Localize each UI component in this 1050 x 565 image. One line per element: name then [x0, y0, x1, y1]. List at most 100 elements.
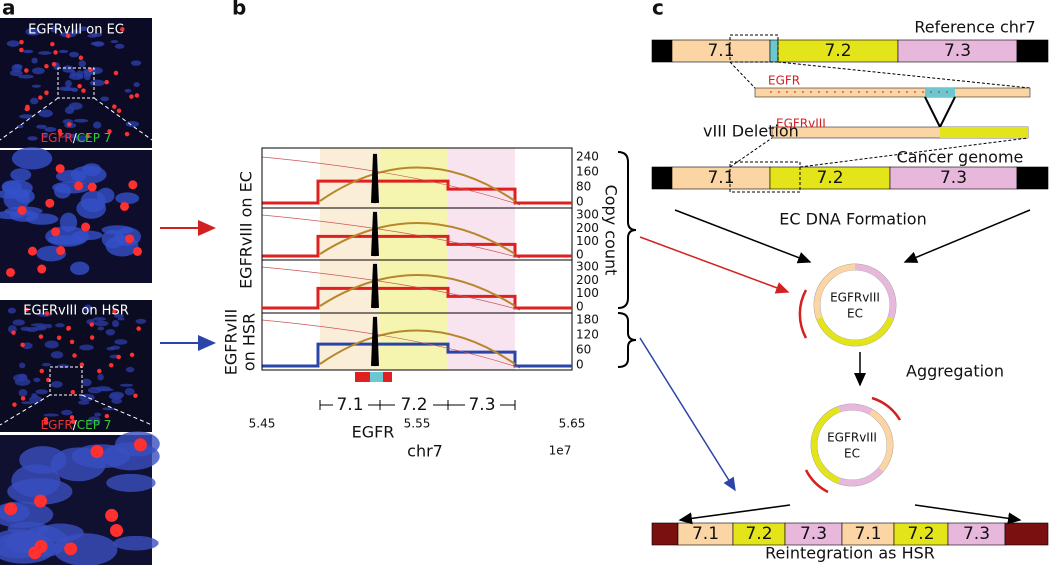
signal — [89, 322, 95, 327]
blob — [110, 40, 119, 44]
blob — [62, 65, 74, 73]
blob — [111, 319, 120, 328]
signal — [24, 68, 29, 73]
signal — [20, 342, 25, 348]
band-label: 7.3 — [940, 168, 967, 188]
blob — [76, 198, 107, 219]
caption: Reference chr7 — [914, 18, 1035, 37]
blob — [35, 389, 48, 395]
signal — [38, 334, 44, 339]
blob — [97, 326, 105, 331]
blob — [59, 212, 78, 232]
blob — [83, 304, 93, 313]
blob — [7, 307, 17, 314]
blob — [97, 388, 114, 392]
blob — [94, 412, 102, 417]
spike — [371, 316, 379, 367]
arc — [261, 266, 521, 311]
blob — [31, 84, 41, 88]
signal — [45, 198, 55, 208]
blob — [31, 67, 45, 75]
blob — [27, 136, 38, 141]
signal — [56, 335, 62, 341]
signal — [133, 393, 138, 398]
track-label: EGFRvIII on EC — [237, 171, 256, 289]
blob — [58, 49, 69, 54]
blob — [77, 400, 90, 405]
blob — [42, 132, 49, 138]
ec-label: EGFRvIII — [827, 431, 877, 445]
blob — [19, 362, 26, 369]
signal — [113, 70, 119, 76]
blob — [101, 229, 125, 249]
blob — [65, 80, 72, 88]
y-tick-label: 0 — [576, 300, 584, 314]
y-tick-label: 200 — [576, 273, 599, 287]
y-tick-label: 240 — [576, 150, 599, 164]
blob — [83, 72, 91, 81]
y-tick-label: 300 — [576, 208, 599, 222]
blob — [29, 395, 43, 404]
blob — [11, 147, 53, 170]
chromosome-bars: 7.1 7.2 7.3 7.1 7.2 7.3 7.1 7.2 7.3 7.1 7.2 7.3 — [651, 39, 1049, 546]
blob — [62, 87, 78, 91]
band-label: 7.3 — [944, 41, 971, 61]
y-tick-label: 300 — [576, 260, 599, 274]
signal — [104, 79, 109, 85]
signal — [85, 133, 90, 139]
blob — [124, 387, 135, 396]
band-label: 7.2 — [824, 41, 851, 61]
blob — [21, 401, 34, 405]
blob — [78, 60, 86, 68]
spike — [371, 263, 379, 309]
axis-label: chr7 — [407, 442, 443, 461]
signal — [116, 108, 122, 113]
ec-outline — [819, 269, 891, 341]
signal — [120, 201, 130, 211]
ec-segment — [854, 264, 896, 320]
signal — [5, 267, 15, 277]
blob — [90, 41, 104, 46]
signal — [72, 353, 77, 358]
blob — [70, 165, 107, 184]
signal — [105, 508, 119, 522]
signal — [44, 90, 49, 95]
signal — [25, 104, 30, 110]
signal — [104, 413, 110, 419]
signal — [88, 67, 93, 73]
caption: vIII Deletion — [703, 122, 799, 141]
y-tick-label: 0 — [576, 195, 584, 209]
signal — [43, 417, 49, 422]
band — [1016, 39, 1049, 63]
signal — [107, 129, 112, 134]
ec-label: EC — [847, 307, 863, 321]
y-tick-label: 80 — [576, 180, 591, 194]
signal — [108, 362, 114, 368]
signal — [87, 182, 97, 192]
blob — [50, 25, 57, 33]
blob — [10, 168, 32, 182]
y-tick-label: 60 — [576, 343, 591, 357]
blob — [33, 377, 41, 383]
blob — [125, 120, 140, 128]
signal — [57, 128, 63, 134]
signal — [125, 234, 135, 244]
caption: Cancer genome — [897, 148, 1024, 167]
signal — [67, 122, 72, 127]
blob — [18, 389, 28, 397]
blob — [105, 328, 116, 336]
blob — [106, 473, 156, 492]
ec-outline — [816, 409, 888, 481]
signal — [65, 33, 71, 39]
blob — [11, 64, 23, 73]
spike — [371, 153, 379, 204]
band-label: 7.1 — [854, 524, 881, 544]
y-tick-label: 100 — [576, 234, 599, 248]
blob — [54, 183, 71, 199]
signal — [51, 227, 61, 237]
blob — [63, 133, 78, 139]
signal — [24, 307, 29, 313]
gene-label: EGFR — [352, 423, 395, 442]
gene-label: EGFR — [768, 74, 800, 88]
x-offset: 1e7 — [549, 444, 572, 458]
